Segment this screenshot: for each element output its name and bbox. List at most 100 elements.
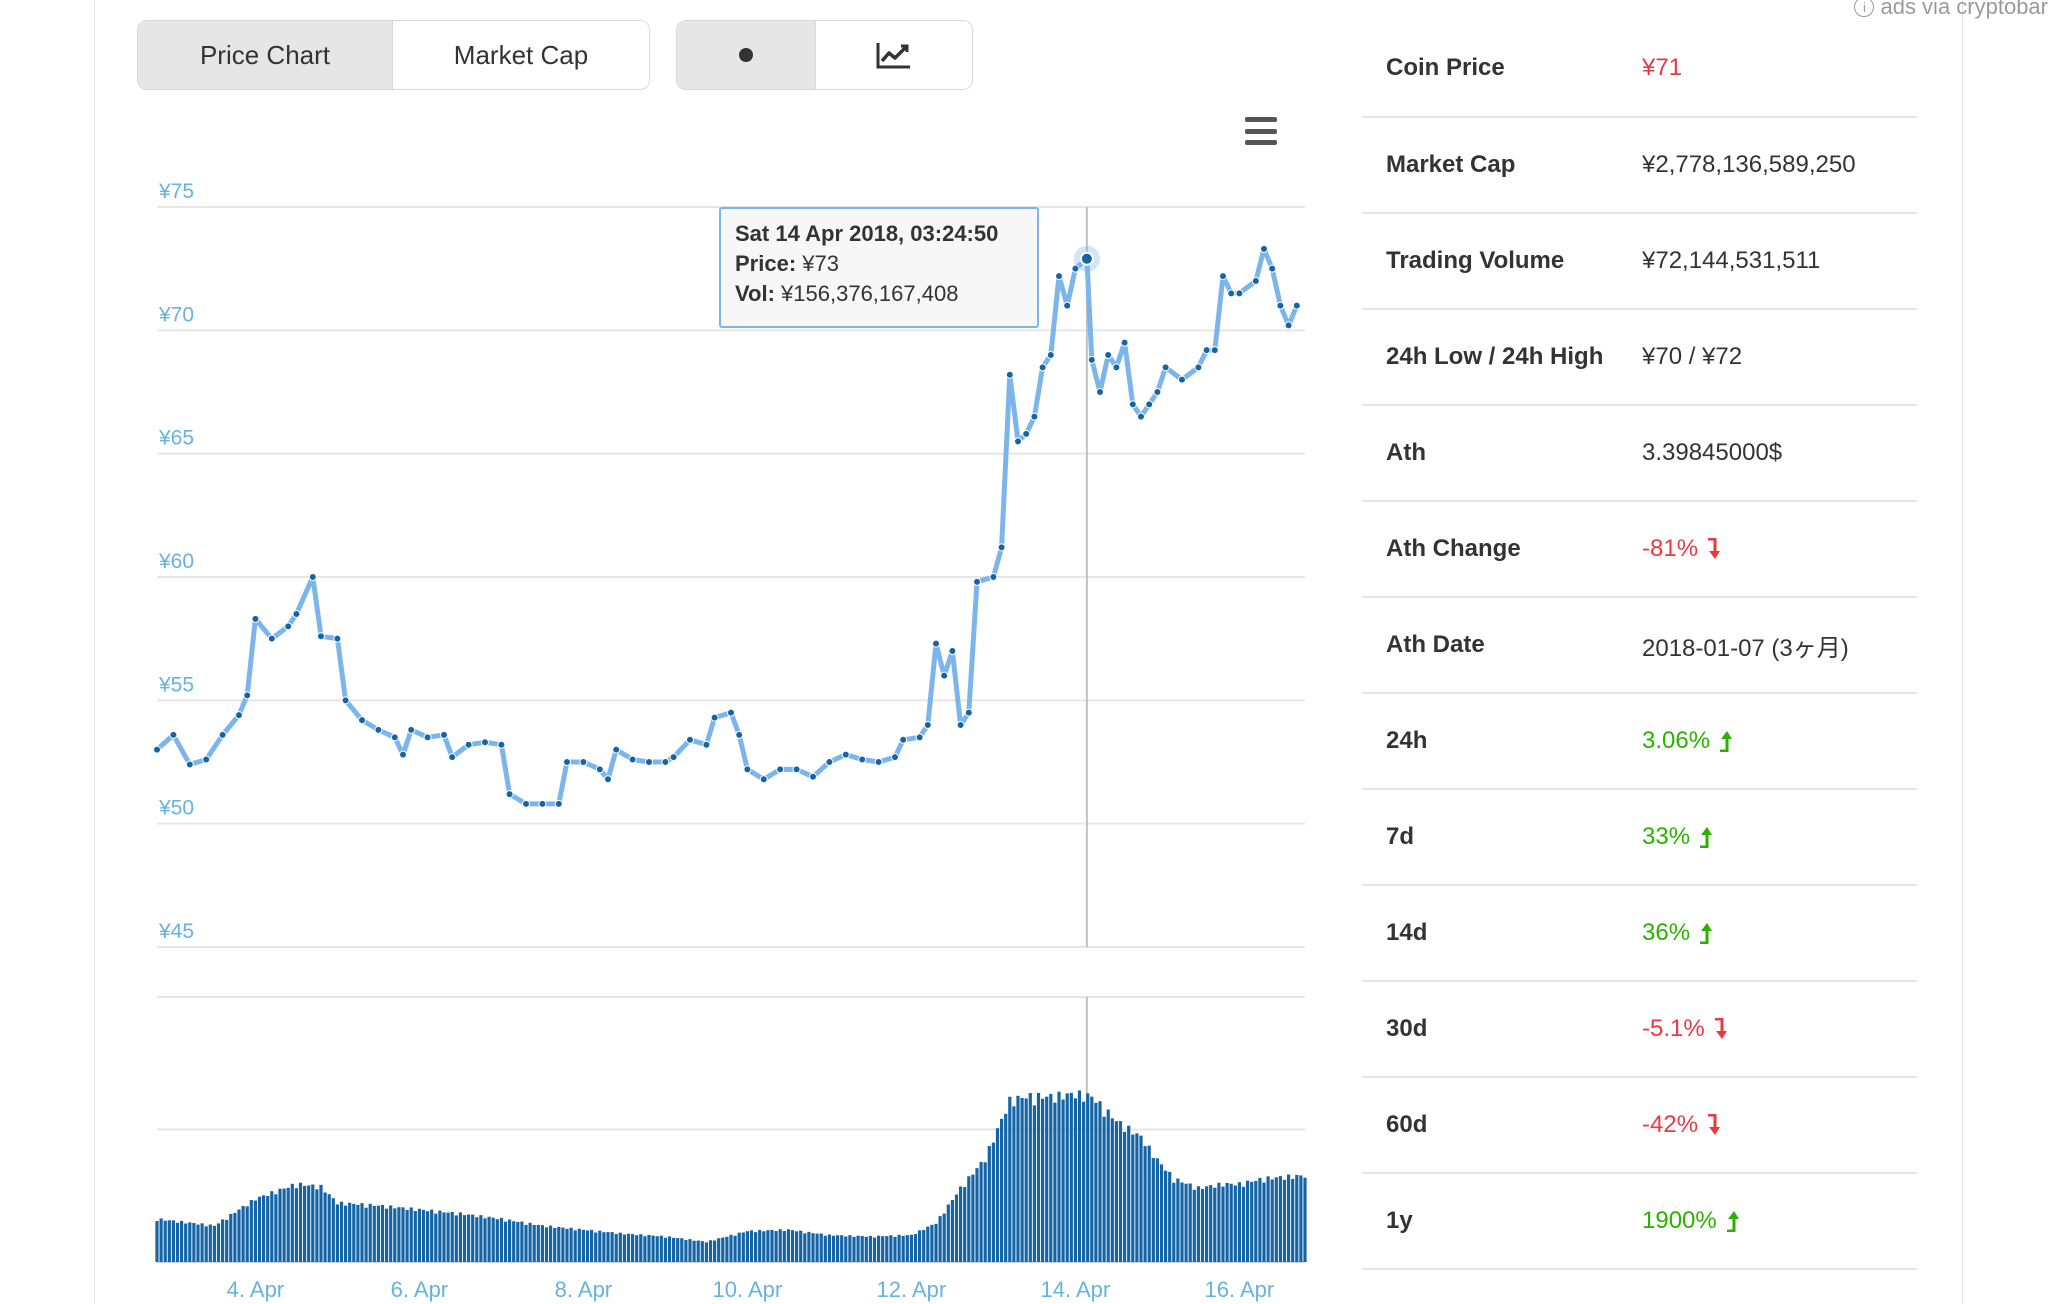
price-point[interactable] bbox=[1137, 412, 1145, 421]
price-point[interactable] bbox=[1251, 277, 1260, 285]
price-point[interactable] bbox=[218, 730, 227, 739]
price-point[interactable] bbox=[1022, 429, 1031, 438]
price-point[interactable] bbox=[1145, 400, 1154, 409]
price-point[interactable] bbox=[153, 745, 161, 754]
price-point[interactable] bbox=[1014, 437, 1022, 446]
price-point[interactable] bbox=[251, 614, 260, 623]
price-point[interactable] bbox=[407, 725, 416, 734]
price-point[interactable] bbox=[1219, 272, 1227, 281]
chart-menu-button[interactable] bbox=[1245, 117, 1277, 145]
price-point[interactable] bbox=[554, 799, 563, 808]
price-point[interactable] bbox=[645, 758, 653, 766]
price-point[interactable] bbox=[915, 733, 924, 742]
price-chart-button[interactable]: Price Chart bbox=[138, 21, 393, 89]
price-point[interactable] bbox=[956, 721, 965, 729]
price-point[interactable] bbox=[374, 725, 383, 734]
price-chart[interactable]: ¥75 ¥70 ¥65 ¥60 ¥55 ¥50 ¥45 4. Apr 6. Apr 8. Apr… bbox=[0, 0, 1330, 1304]
price-point[interactable] bbox=[185, 760, 194, 769]
price-point[interactable] bbox=[989, 573, 998, 581]
price-point[interactable] bbox=[1120, 338, 1129, 347]
price-point[interactable] bbox=[1268, 264, 1277, 273]
price-point[interactable] bbox=[390, 733, 399, 742]
price-point[interactable] bbox=[579, 758, 588, 766]
price-point[interactable] bbox=[1202, 346, 1211, 355]
price-point[interactable] bbox=[825, 758, 834, 766]
price-point[interactable] bbox=[538, 799, 547, 808]
price-point[interactable] bbox=[776, 765, 785, 774]
price-point[interactable] bbox=[948, 647, 957, 655]
price-point[interactable] bbox=[1161, 363, 1170, 372]
price-point[interactable] bbox=[448, 753, 457, 762]
price-point[interactable] bbox=[563, 758, 571, 766]
price-point[interactable] bbox=[243, 691, 252, 700]
price-point[interactable] bbox=[1046, 351, 1055, 359]
price-point[interactable] bbox=[1153, 388, 1162, 396]
price-point[interactable] bbox=[858, 755, 867, 764]
price-point[interactable] bbox=[604, 775, 612, 784]
market-cap-button[interactable]: Market Cap bbox=[393, 21, 649, 89]
ads-attribution[interactable]: i ads via cryptobar bbox=[1854, 0, 2048, 20]
price-point[interactable] bbox=[292, 610, 301, 618]
price-point[interactable] bbox=[341, 696, 350, 705]
highlight-point[interactable] bbox=[1079, 251, 1094, 266]
price-point[interactable] bbox=[874, 758, 883, 766]
price-point[interactable] bbox=[735, 730, 744, 739]
price-point[interactable] bbox=[440, 730, 448, 739]
price-point[interactable] bbox=[284, 622, 293, 631]
price-point[interactable] bbox=[661, 758, 670, 766]
price-point[interactable] bbox=[1112, 363, 1121, 372]
price-point[interactable] bbox=[1071, 264, 1080, 273]
price-point[interactable] bbox=[1005, 370, 1014, 379]
price-point[interactable] bbox=[497, 740, 506, 749]
price-point[interactable] bbox=[1038, 363, 1047, 372]
price-point[interactable] bbox=[1292, 301, 1301, 310]
price-point[interactable] bbox=[899, 735, 908, 744]
price-point[interactable] bbox=[595, 765, 604, 774]
price-point[interactable] bbox=[1087, 355, 1096, 364]
price-point[interactable] bbox=[235, 711, 243, 720]
price-point[interactable] bbox=[1235, 289, 1244, 298]
price-point[interactable] bbox=[1260, 244, 1268, 253]
price-point[interactable] bbox=[333, 634, 342, 643]
price-point[interactable] bbox=[702, 740, 711, 749]
price-point[interactable] bbox=[973, 577, 981, 586]
price-point[interactable] bbox=[399, 750, 407, 759]
price-point[interactable] bbox=[940, 671, 949, 680]
price-point[interactable] bbox=[1055, 272, 1063, 281]
price-point[interactable] bbox=[1194, 363, 1203, 372]
price-point[interactable] bbox=[1284, 321, 1293, 330]
price-point[interactable] bbox=[891, 753, 899, 762]
price-point[interactable] bbox=[628, 755, 637, 764]
price-point[interactable] bbox=[1096, 388, 1104, 396]
price-point[interactable] bbox=[669, 753, 678, 762]
price-point[interactable] bbox=[792, 765, 801, 774]
scatter-view-button[interactable] bbox=[677, 21, 817, 89]
price-point[interactable] bbox=[612, 745, 621, 754]
price-point[interactable] bbox=[932, 639, 940, 648]
price-point[interactable] bbox=[308, 573, 317, 581]
price-point[interactable] bbox=[923, 721, 932, 729]
price-point[interactable] bbox=[1128, 400, 1137, 409]
price-point[interactable] bbox=[522, 799, 530, 808]
price-point[interactable] bbox=[1063, 301, 1072, 310]
line-view-button[interactable] bbox=[816, 21, 972, 89]
price-point[interactable] bbox=[423, 733, 432, 742]
price-point[interactable] bbox=[686, 735, 694, 744]
price-point[interactable] bbox=[964, 708, 973, 717]
price-point[interactable] bbox=[267, 634, 276, 643]
price-point[interactable] bbox=[727, 708, 735, 717]
price-point[interactable] bbox=[464, 740, 473, 749]
price-point[interactable] bbox=[710, 713, 719, 722]
price-point[interactable] bbox=[317, 632, 325, 641]
price-point[interactable] bbox=[1227, 289, 1236, 298]
price-point[interactable] bbox=[481, 738, 489, 747]
price-point[interactable] bbox=[1276, 301, 1285, 310]
price-point[interactable] bbox=[1210, 346, 1219, 355]
price-point[interactable] bbox=[1104, 351, 1113, 359]
price-point[interactable] bbox=[505, 790, 514, 799]
price-point[interactable] bbox=[809, 772, 817, 781]
price-point[interactable] bbox=[759, 775, 768, 784]
price-point[interactable] bbox=[1178, 375, 1186, 384]
price-point[interactable] bbox=[358, 716, 366, 725]
price-point[interactable] bbox=[743, 765, 752, 774]
